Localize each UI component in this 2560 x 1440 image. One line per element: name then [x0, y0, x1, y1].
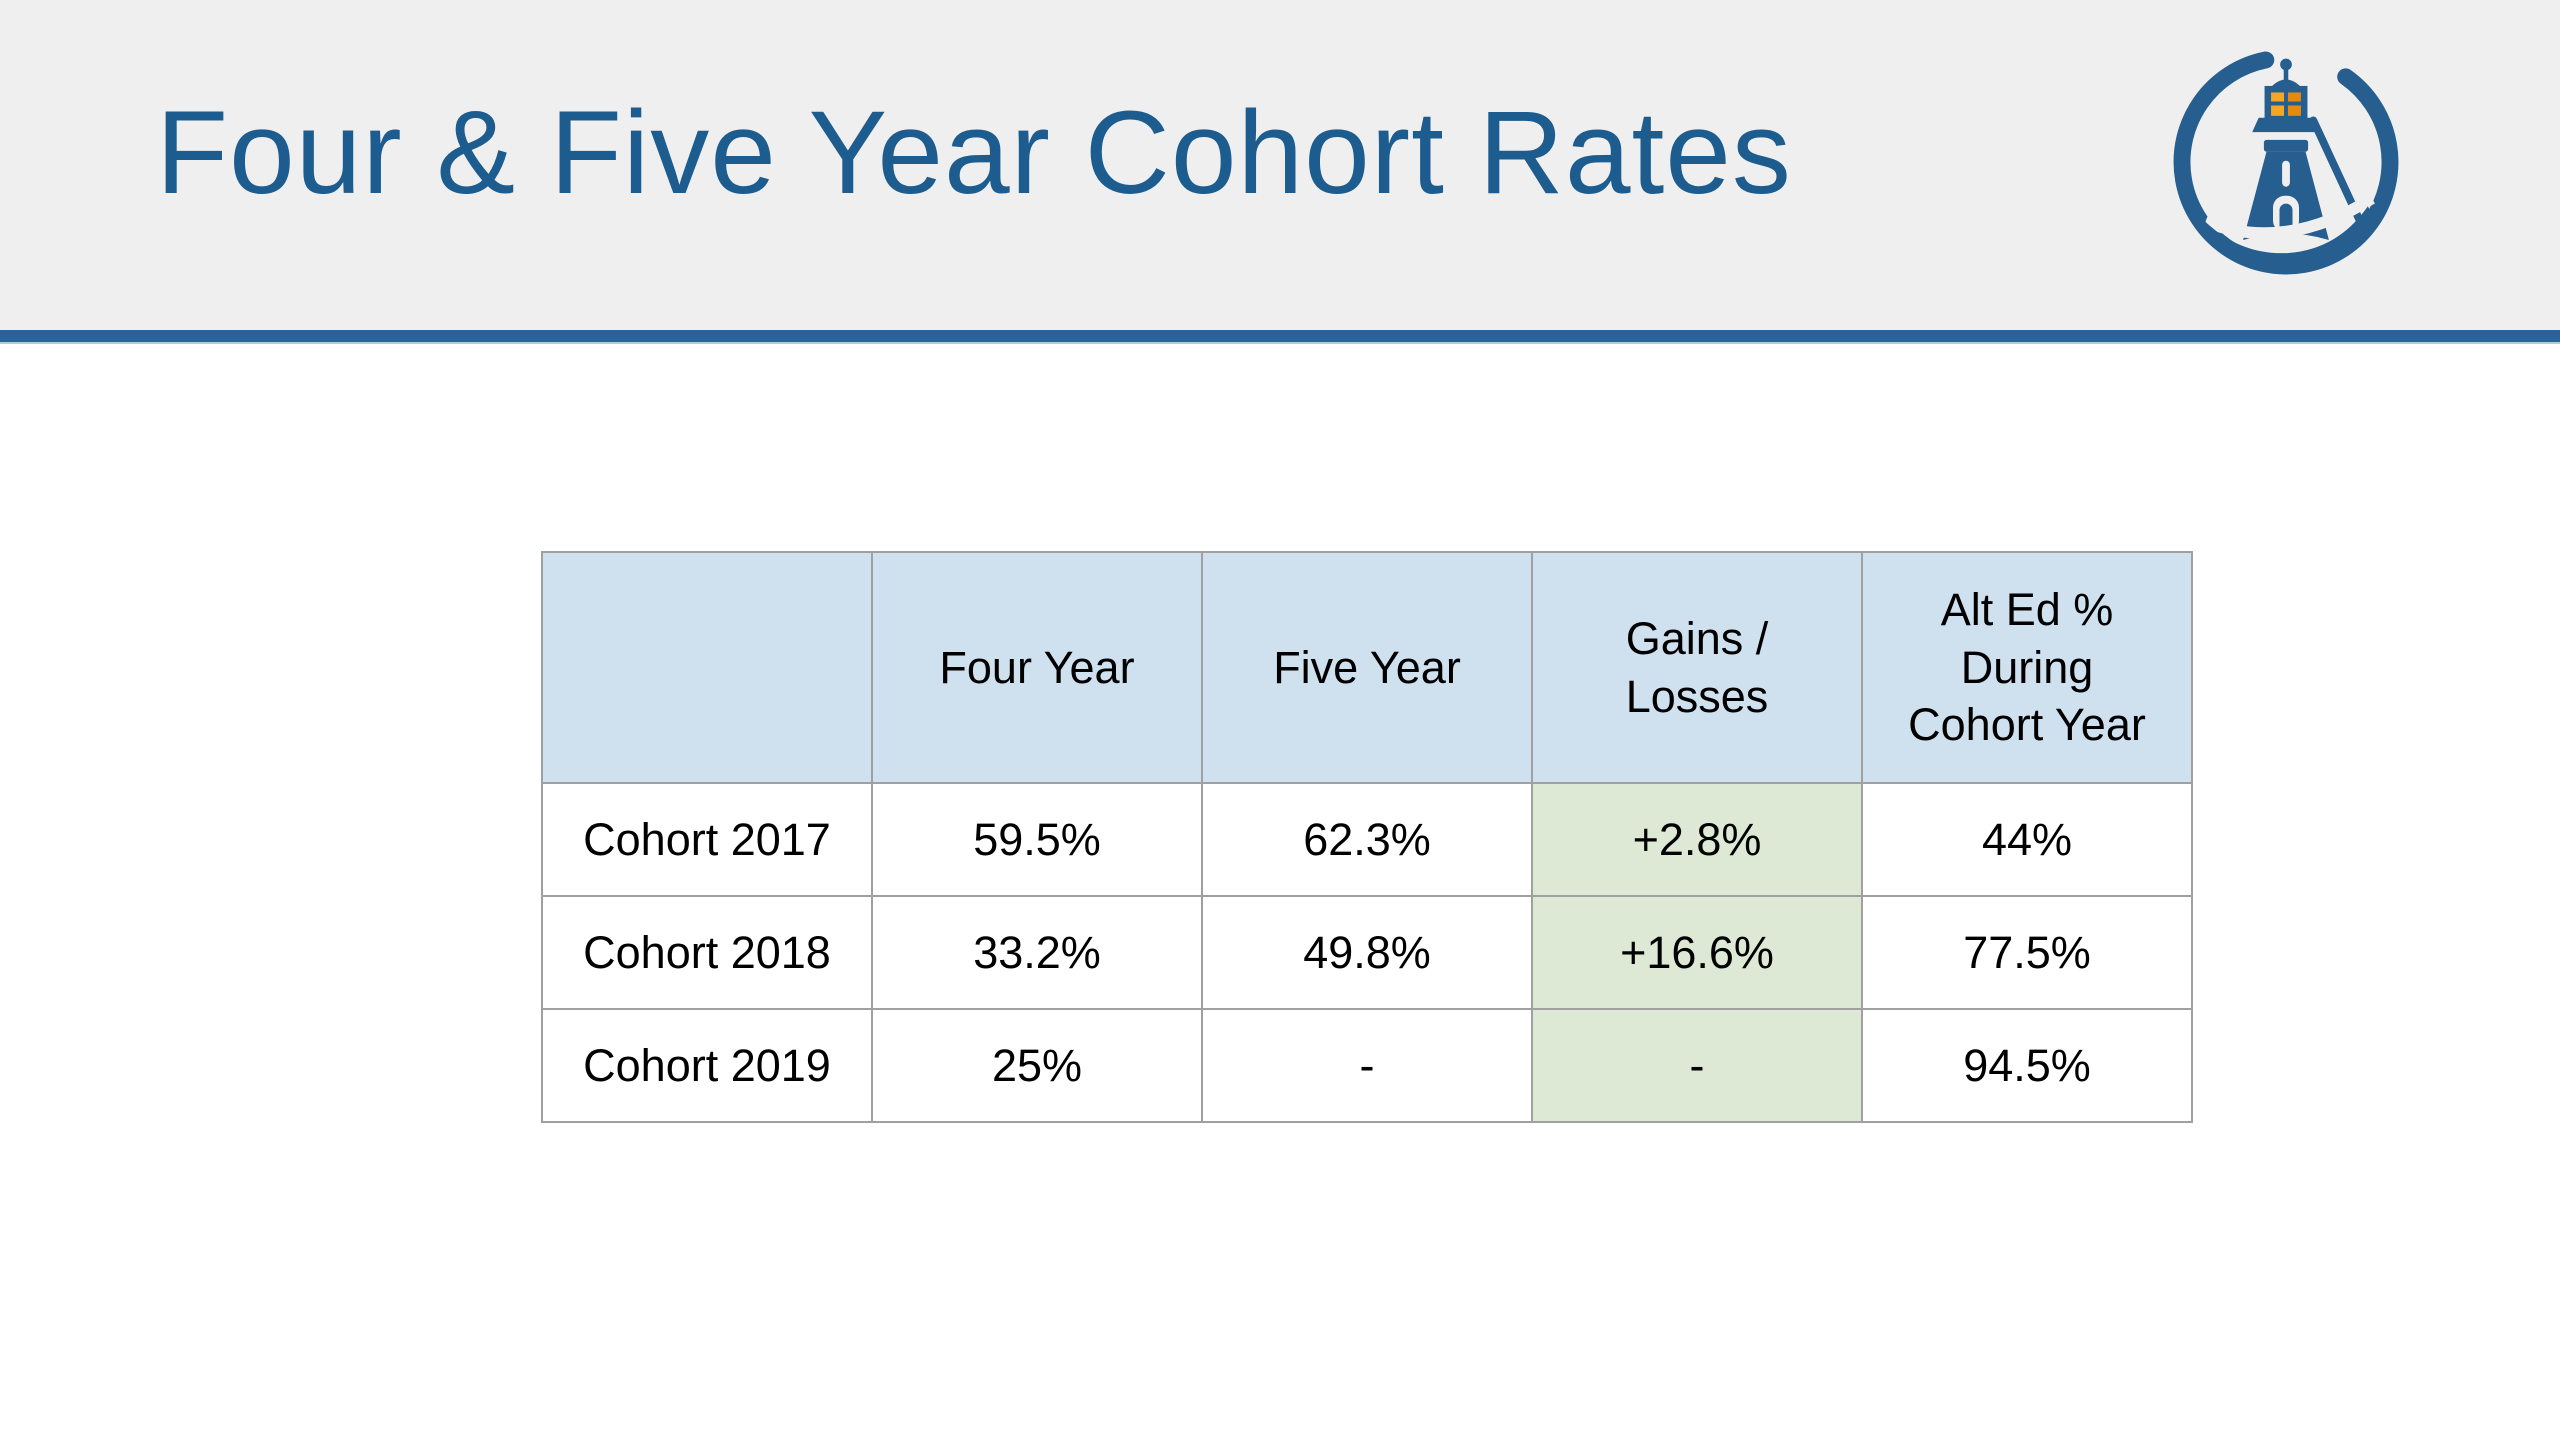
table-cell: 59.5% [871, 782, 1203, 897]
table-cell: 77.5% [1861, 895, 2193, 1010]
table-cell: - [1201, 1008, 1533, 1123]
table-row: Cohort 2017 59.5% 62.3% +2.8% 44% [541, 782, 2193, 897]
gains-cell: - [1531, 1008, 1863, 1123]
row-label-cell: Cohort 2019 [541, 1008, 873, 1123]
page-title: Four & Five Year Cohort Rates [156, 87, 1792, 219]
table-header-row: Four Year Five Year Gains / Losses Alt E… [541, 551, 2193, 784]
table-cell: 49.8% [1201, 895, 1533, 1010]
lighthouse-logo-icon [2173, 49, 2399, 275]
table-cell: 25% [871, 1008, 1203, 1123]
gains-cell: +2.8% [1531, 782, 1863, 897]
header-cell-five-year: Five Year [1201, 551, 1533, 784]
header-cell-blank [541, 551, 873, 784]
table-cell: 94.5% [1861, 1008, 2193, 1123]
row-label-cell: Cohort 2018 [541, 895, 873, 1010]
table-cell: 33.2% [871, 895, 1203, 1010]
header-cell-alt-ed: Alt Ed % During Cohort Year [1861, 551, 2193, 784]
table-row: Cohort 2018 33.2% 49.8% +16.6% 77.5% [541, 895, 2193, 1010]
cohort-rates-table: Four Year Five Year Gains / Losses Alt E… [541, 551, 2193, 1123]
row-label-cell: Cohort 2017 [541, 782, 873, 897]
header-cell-gains-losses: Gains / Losses [1531, 551, 1863, 784]
gains-cell: +16.6% [1531, 895, 1863, 1010]
title-banner [0, 0, 2560, 330]
table-row: Cohort 2019 25% - - 94.5% [541, 1008, 2193, 1123]
header-divider [0, 330, 2560, 342]
table-cell: 62.3% [1201, 782, 1533, 897]
table-cell: 44% [1861, 782, 2193, 897]
header-cell-four-year: Four Year [871, 551, 1203, 784]
